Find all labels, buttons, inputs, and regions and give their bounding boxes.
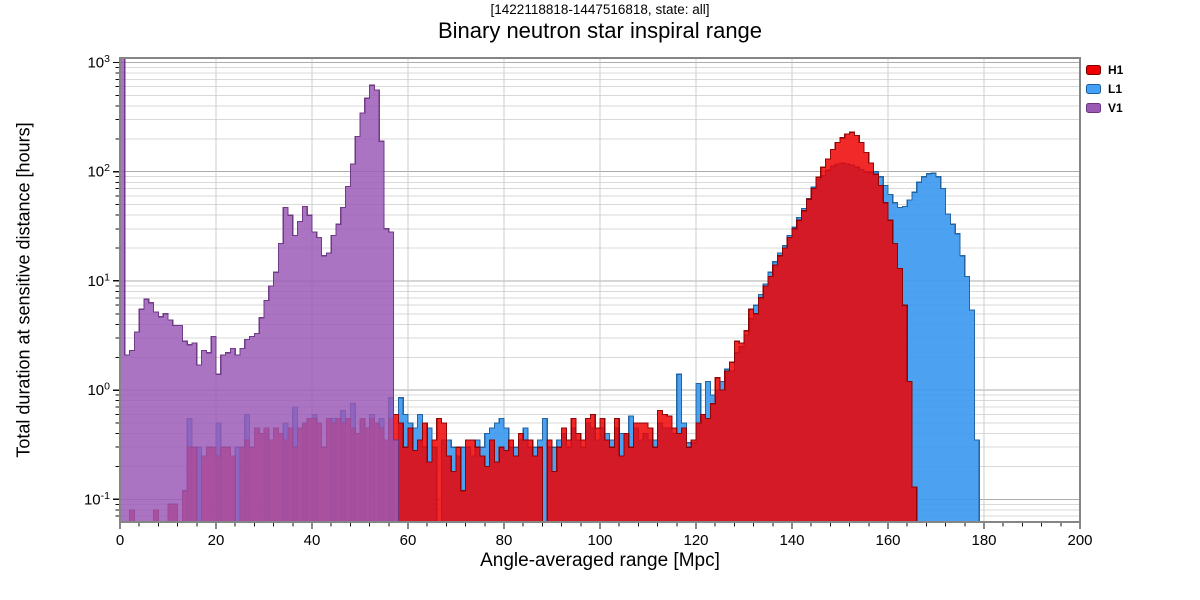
legend-entry-h1: H1 <box>1086 60 1123 79</box>
svg-text:10-1: 10-1 <box>84 490 110 509</box>
svg-text:60: 60 <box>400 532 417 549</box>
svg-text:102: 102 <box>87 162 110 181</box>
svg-text:100: 100 <box>87 381 110 400</box>
legend-swatch-h1-icon <box>1086 64 1101 75</box>
svg-text:20: 20 <box>208 532 225 549</box>
legend-label-l1: L1 <box>1108 81 1123 96</box>
svg-text:200: 200 <box>1067 532 1092 549</box>
x-axis-label: Angle-averaged range [Mpc] <box>480 550 720 571</box>
legend-label-v1: V1 <box>1108 100 1123 115</box>
svg-text:120: 120 <box>683 532 708 549</box>
svg-text:100: 100 <box>587 532 612 549</box>
svg-text:180: 180 <box>971 532 996 549</box>
svg-text:140: 140 <box>779 532 804 549</box>
legend-swatch-l1-icon <box>1086 83 1101 94</box>
svg-text:103: 103 <box>87 53 110 72</box>
svg-text:101: 101 <box>87 271 110 290</box>
chart-title: Binary neutron star inspiral range <box>437 18 763 43</box>
y-axis-label: Total duration at sensitive distance [ho… <box>13 122 34 458</box>
svg-text:80: 80 <box>496 532 513 549</box>
legend: H1 L1 V1 <box>1086 60 1123 117</box>
legend-swatch-v1-icon <box>1086 102 1101 113</box>
legend-label-h1: H1 <box>1108 62 1124 77</box>
svg-text:40: 40 <box>304 532 321 549</box>
figure-suptitle: [1422118818-1447516818, state: all] <box>490 2 710 17</box>
svg-text:0: 0 <box>116 532 124 549</box>
svg-text:160: 160 <box>875 532 900 549</box>
legend-entry-v1: V1 <box>1086 98 1123 117</box>
legend-entry-l1: L1 <box>1086 79 1123 98</box>
